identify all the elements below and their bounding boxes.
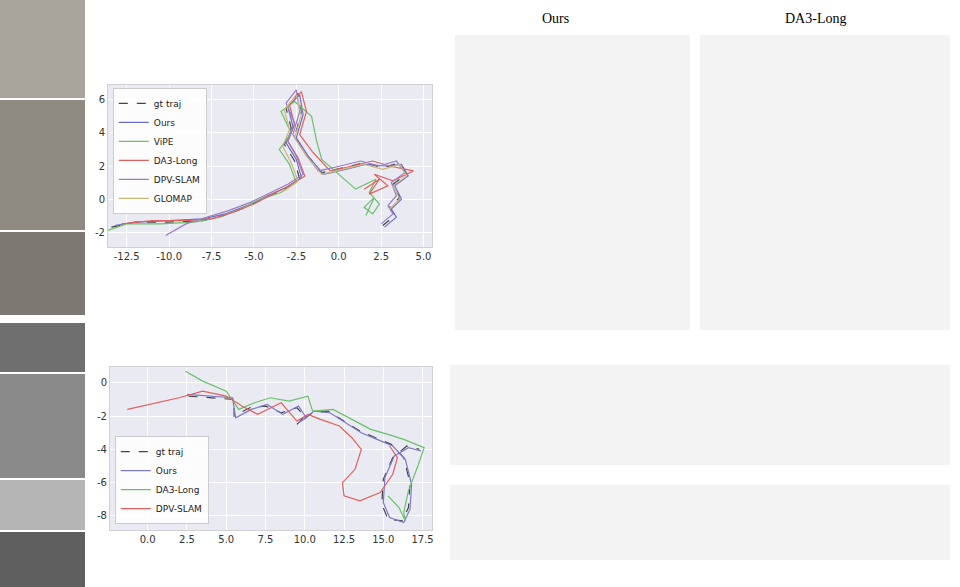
svg-text:-2.5: -2.5 (287, 251, 307, 262)
svg-text:6: 6 (99, 94, 105, 105)
svg-text:-10.0: -10.0 (156, 251, 182, 262)
svg-text:-2: -2 (95, 227, 105, 238)
svg-text:gt traj: gt traj (156, 447, 183, 457)
svg-text:gt traj: gt traj (154, 99, 181, 109)
svg-text:-12.5: -12.5 (114, 251, 140, 262)
svg-text:-6: -6 (97, 477, 107, 488)
svg-text:0.0: 0.0 (140, 534, 156, 545)
svg-text:2.5: 2.5 (179, 534, 195, 545)
svg-text:7.5: 7.5 (258, 534, 274, 545)
svg-text:5.0: 5.0 (416, 251, 432, 262)
svg-text:GLOMAP: GLOMAP (154, 194, 193, 204)
svg-text:DPV-SLAM: DPV-SLAM (154, 175, 200, 185)
svg-text:2.5: 2.5 (373, 251, 389, 262)
svg-text:-8: -8 (97, 510, 107, 521)
svg-text:Ours: Ours (156, 466, 177, 476)
svg-text:DA3-Long: DA3-Long (156, 485, 200, 495)
svg-text:ViPE: ViPE (154, 137, 174, 147)
svg-text:DA3-Long: DA3-Long (154, 156, 198, 166)
svg-text:-5.0: -5.0 (244, 251, 264, 262)
svg-text:0: 0 (99, 194, 105, 205)
svg-text:-4: -4 (97, 444, 107, 455)
svg-text:0: 0 (101, 377, 107, 388)
svg-text:5.0: 5.0 (218, 534, 234, 545)
svg-text:-7.5: -7.5 (202, 251, 222, 262)
svg-text:15.0: 15.0 (372, 534, 394, 545)
svg-text:0.0: 0.0 (331, 251, 347, 262)
svg-text:Ours: Ours (542, 11, 569, 26)
svg-text:2: 2 (99, 161, 105, 172)
svg-text:Ours: Ours (154, 118, 175, 128)
svg-text:4: 4 (99, 127, 105, 138)
svg-text:10.0: 10.0 (294, 534, 316, 545)
svg-text:-2: -2 (97, 411, 107, 422)
svg-text:17.5: 17.5 (411, 534, 433, 545)
svg-text:12.5: 12.5 (333, 534, 355, 545)
svg-text:DPV-SLAM: DPV-SLAM (156, 504, 202, 514)
svg-text:DA3-Long: DA3-Long (785, 11, 846, 26)
